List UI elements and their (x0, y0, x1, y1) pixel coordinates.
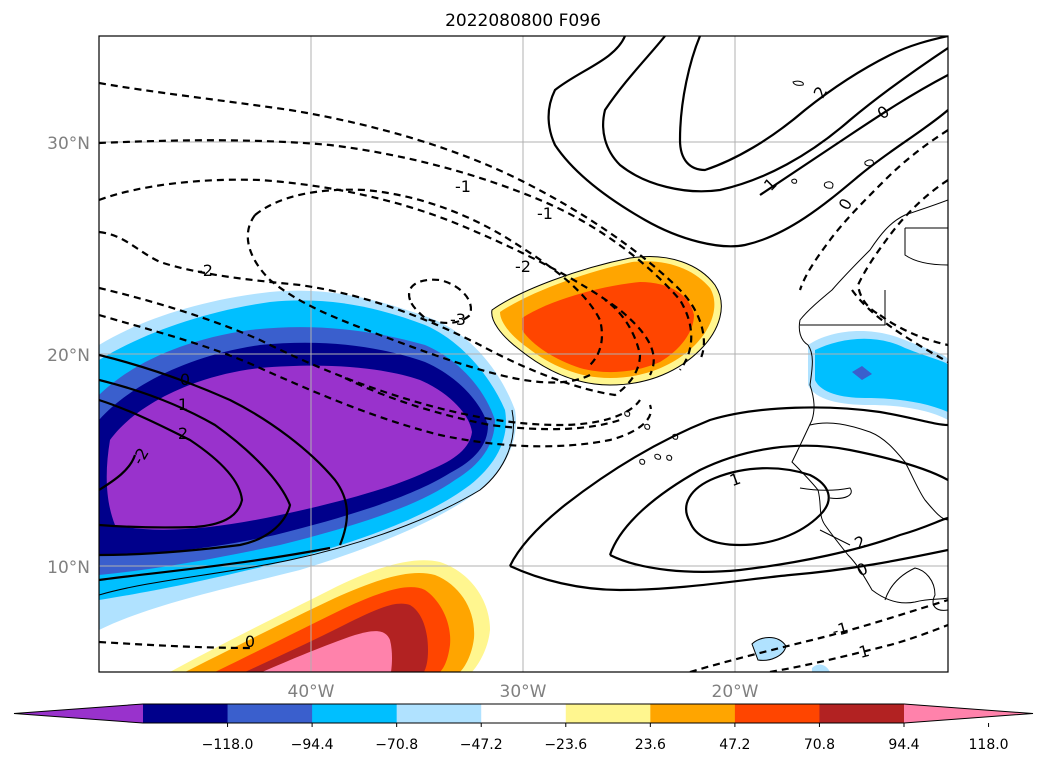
colorbar-swatch (312, 704, 398, 723)
contour-label: 2 (178, 424, 188, 443)
neg-anomaly-shading-south (752, 637, 786, 661)
colorbar-outline (13, 703, 1034, 724)
contour-label: -3 (450, 310, 466, 329)
pos-anomaly-shading-south-5 (262, 631, 392, 672)
contour-label: -1 (537, 204, 553, 223)
lat-label-20n: 20°N (47, 346, 90, 366)
map-area: 2 0 1 0 -1 -2 -3 -2 -1 0 1 2 -2 0 1 2 -1… (99, 36, 948, 672)
lon-label-20w: 20°W (712, 682, 759, 702)
colorbar-swatch (143, 704, 229, 723)
colorbar-tick-label: 70.8 (804, 737, 835, 753)
contour-label: 2 (810, 83, 832, 101)
colorbar-tick-label: 47.2 (719, 737, 750, 753)
contour-label: 1 (857, 641, 872, 662)
contour-label: 0 (854, 559, 871, 581)
neg-anomaly-shading-5 (106, 365, 472, 530)
contour-label: -2 (515, 257, 531, 276)
contour-label: -1 (455, 177, 471, 196)
map-frame (98, 35, 949, 673)
colorbar-swatch (650, 704, 736, 723)
contour-labels: 2 0 1 0 -1 -2 -3 -2 -1 0 1 2 -2 0 1 2 -1… (128, 83, 893, 662)
contour-label: 0 (874, 102, 893, 123)
lat-label-10n: 10°N (47, 558, 90, 578)
contour-label: -1 (830, 618, 850, 640)
colorbar-tick-label: 118.0 (969, 737, 1009, 753)
lat-label-30n: 30°N (47, 134, 90, 154)
contour-label: 0 (180, 370, 190, 389)
contour-label: -2 (197, 261, 213, 280)
contour-label: 1 (178, 395, 188, 414)
colorbar-tick-label: −94.4 (291, 737, 334, 753)
contour-label: 0 (245, 632, 255, 651)
colorbar-tick-label: 23.6 (635, 737, 666, 753)
neg-anomaly-shading-east-3 (852, 366, 872, 380)
neg-anomaly-shading-se (812, 664, 830, 672)
lon-label-30w: 30°W (500, 682, 547, 702)
colorbar-tick-label: −118.0 (202, 737, 254, 753)
map-title: 2022080800 F096 (445, 11, 601, 31)
colorbar-swatch (565, 704, 651, 723)
colorbar-swatch (481, 704, 567, 723)
solid-contours (99, 36, 948, 592)
colorbar-tick-label: 94.4 (888, 737, 919, 753)
lon-label-40w: 40°W (288, 682, 335, 702)
coastlines (99, 80, 948, 661)
colorbar-swatch (734, 704, 820, 723)
colorbar-swatch (227, 704, 313, 723)
colorbar-extend-max (904, 704, 1033, 723)
colorbar-swatch (396, 704, 482, 723)
contour-label: 1 (727, 469, 743, 490)
neg-anomaly-shading-east-2 (815, 338, 948, 412)
dashed-contours (99, 81, 948, 672)
colorbar-tick-label: −23.6 (544, 737, 587, 753)
colorbar: −118.0 −94.4 −70.8 −47.2 −23.6 23.6 47.2 70.8 94… (13, 703, 1034, 753)
grid-lines (99, 36, 948, 672)
colorbar-swatch (819, 704, 905, 723)
colorbar-tick-label: −47.2 (460, 737, 503, 753)
colorbar-extend-min (14, 704, 143, 723)
contour-label: 0 (835, 195, 857, 213)
colorbar-tick-label: −70.8 (375, 737, 418, 753)
